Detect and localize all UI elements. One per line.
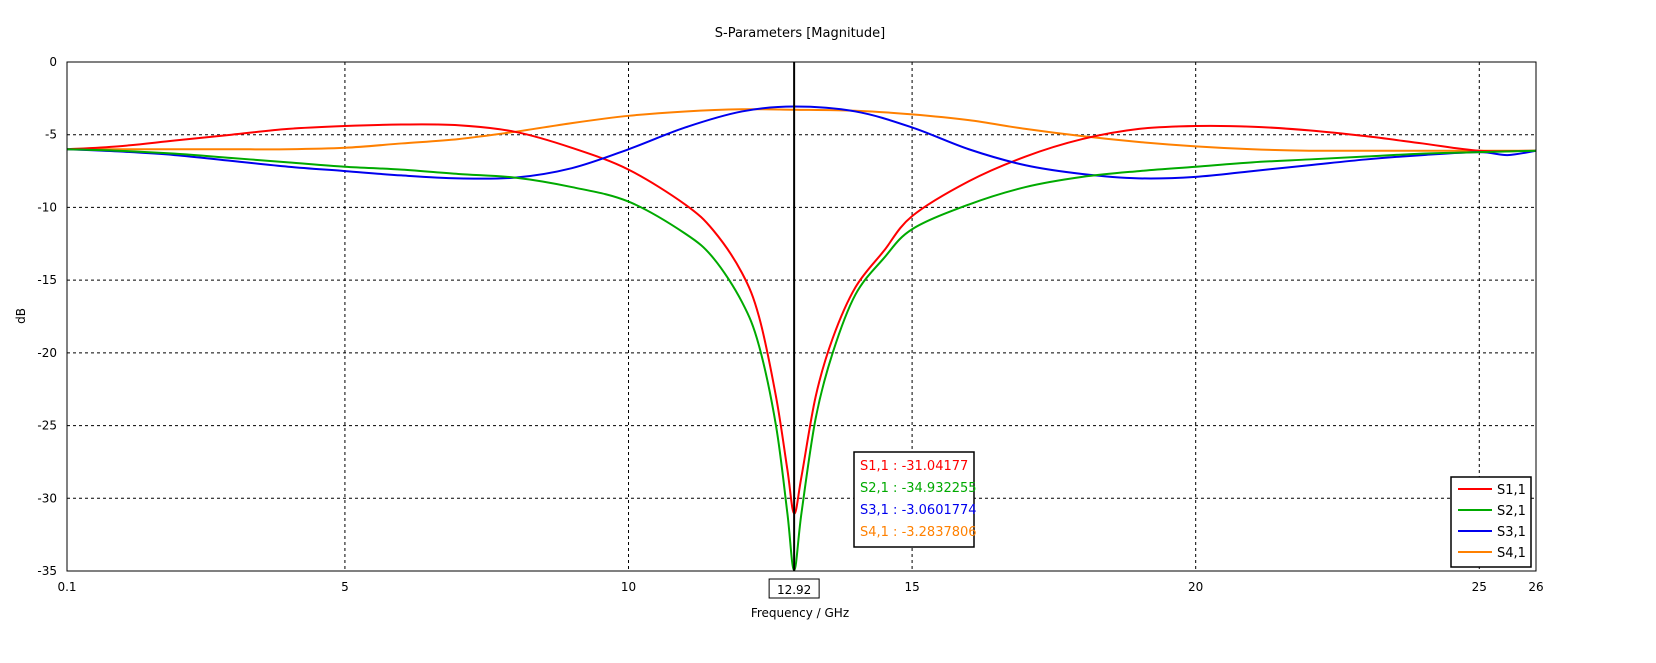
marker-x-value: 12.92 bbox=[777, 583, 811, 597]
legend-label-s11: S1,1 bbox=[1497, 483, 1526, 498]
legend-label-s41: S4,1 bbox=[1497, 546, 1526, 561]
series-lines bbox=[66, 105, 1537, 571]
readout-s31: S3,1 : -3.0601774 bbox=[860, 503, 977, 518]
plot-frame bbox=[66, 61, 1537, 572]
y-tick-label: -15 bbox=[37, 273, 57, 287]
grid-lines bbox=[67, 62, 1536, 571]
readout-s41: S4,1 : -3.2837806 bbox=[860, 525, 977, 540]
x-tick-label: 10 bbox=[621, 580, 636, 594]
x-tick-labels: 0.1 5 10 15 20 25 26 bbox=[57, 580, 1543, 594]
y-tick-label: -5 bbox=[45, 128, 57, 142]
chart-title: S-Parameters [Magnitude] bbox=[715, 26, 886, 41]
marker-readout-box: S1,1 : -31.04177 S2,1 : -34.932255 S3,1 … bbox=[853, 451, 977, 548]
y-axis-label: dB bbox=[14, 308, 28, 324]
legend-label-s31: S3,1 bbox=[1497, 525, 1526, 540]
series-line-S21 bbox=[66, 148, 1537, 571]
y-tick-label: 0 bbox=[49, 55, 57, 69]
x-tick-label: 25 bbox=[1472, 580, 1487, 594]
y-tick-label: -25 bbox=[37, 419, 57, 433]
y-tick-labels: 0 -5 -10 -15 -20 -25 -30 -35 bbox=[37, 55, 57, 578]
legend-label-s21: S2,1 bbox=[1497, 504, 1526, 519]
x-tick-label: 26 bbox=[1528, 580, 1543, 594]
y-tick-label: -35 bbox=[37, 564, 57, 578]
readout-s11: S1,1 : -31.04177 bbox=[860, 459, 968, 474]
y-tick-label: -20 bbox=[37, 346, 57, 360]
x-axis-label: Frequency / GHz bbox=[751, 606, 849, 620]
y-tick-label: -30 bbox=[37, 491, 57, 505]
y-tick-label: -10 bbox=[37, 200, 57, 214]
legend: S1,1 S2,1 S3,1 S4,1 bbox=[1450, 476, 1532, 568]
series-line-S41 bbox=[67, 108, 1536, 152]
x-tick-label: 20 bbox=[1188, 580, 1203, 594]
readout-s21: S2,1 : -34.932255 bbox=[860, 481, 977, 496]
series-line-S11 bbox=[66, 123, 1537, 515]
x-tick-label: 5 bbox=[341, 580, 349, 594]
x-tick-label: 0.1 bbox=[57, 580, 76, 594]
x-tick-label: 15 bbox=[904, 580, 919, 594]
frequency-marker-label[interactable]: 12.92 bbox=[768, 578, 820, 599]
series-line-S31 bbox=[66, 105, 1537, 180]
